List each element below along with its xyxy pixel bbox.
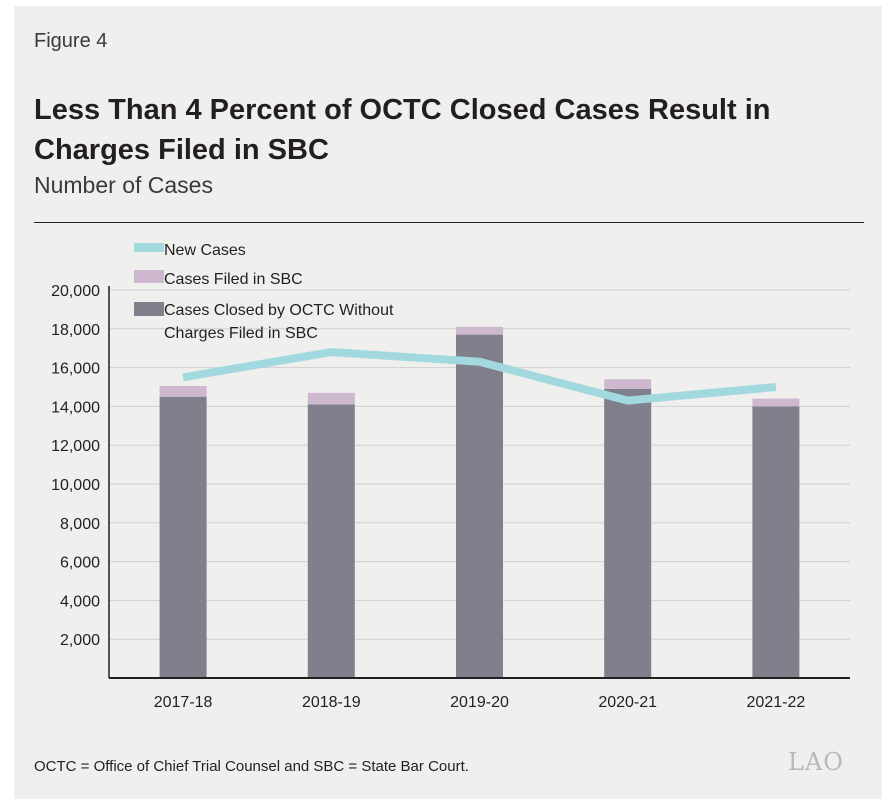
x-tick-label: 2017-18 bbox=[154, 694, 213, 711]
title-rule bbox=[34, 222, 864, 223]
y-tick-label: 14,000 bbox=[51, 399, 100, 416]
figure-panel: Figure 4 Less Than 4 Percent of OCTC Clo… bbox=[14, 6, 882, 799]
bar-closed-cases bbox=[752, 406, 800, 678]
legend-label-filed: Cases Filed in SBC bbox=[164, 271, 303, 288]
figure-label: Figure 4 bbox=[34, 30, 108, 52]
legend-label-new-cases: New Cases bbox=[164, 242, 246, 259]
bar-filed-cases bbox=[604, 379, 652, 389]
y-tick-label: 20,000 bbox=[51, 283, 100, 300]
y-tick-label: 10,000 bbox=[51, 477, 100, 494]
line-new-cases bbox=[182, 348, 777, 405]
footnote: OCTC = Office of Chief Trial Counsel and… bbox=[34, 758, 469, 775]
x-tick-label: 2021-22 bbox=[747, 694, 806, 711]
y-tick-label: 6,000 bbox=[60, 555, 100, 572]
legend-swatch-closed bbox=[134, 302, 164, 316]
y-tick-label: 12,000 bbox=[51, 438, 100, 455]
chart-svg: 2,000 4,000 6,000 8,000 10,000 12,000 14,000 16… bbox=[51, 242, 850, 711]
legend-swatch-filed bbox=[134, 270, 164, 283]
bar-filed-cases bbox=[752, 398, 800, 407]
bar-filed-cases bbox=[159, 386, 207, 397]
bar-closed-cases bbox=[159, 396, 207, 678]
bar-closed-cases bbox=[604, 388, 652, 678]
y-tick-label: 16,000 bbox=[51, 361, 100, 378]
legend-swatch-new-cases bbox=[134, 243, 164, 252]
y-tick-label: 2,000 bbox=[60, 632, 100, 649]
y-tick-label: 18,000 bbox=[51, 322, 100, 339]
bar-filed-cases bbox=[456, 326, 503, 335]
y-tick-label: 4,000 bbox=[60, 593, 100, 610]
x-tick-label: 2019-20 bbox=[450, 694, 509, 711]
legend-label-closed: Cases Closed by OCTC Without Charges File… bbox=[164, 302, 394, 342]
chart-subtitle: Number of Cases bbox=[34, 172, 213, 198]
bar-closed-cases bbox=[307, 404, 355, 678]
bar-filed-cases bbox=[307, 392, 355, 405]
y-tick-label: 8,000 bbox=[60, 516, 100, 533]
bar-closed-cases bbox=[456, 334, 503, 678]
x-tick-label: 2018-19 bbox=[302, 694, 361, 711]
x-tick-label: 2020-21 bbox=[598, 694, 657, 711]
lao-logo: LAO bbox=[788, 748, 844, 776]
chart-title: Less Than 4 Percent of OCTC Closed Cases… bbox=[34, 94, 771, 166]
